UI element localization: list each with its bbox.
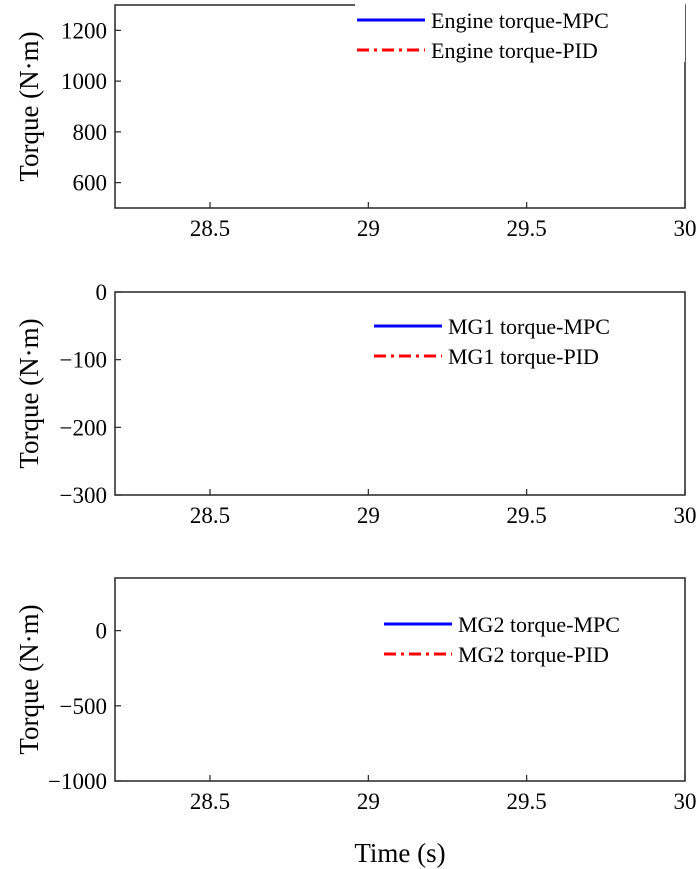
x-tick-label: 29	[357, 789, 380, 814]
legend-entry: MG1 torque-MPC	[448, 314, 610, 339]
legend-entry: Engine torque-MPC	[431, 8, 609, 33]
y-tick-label: 600	[73, 171, 108, 196]
x-tick-label: 29.5	[507, 216, 547, 241]
x-tick-label: 28.5	[190, 216, 230, 241]
y-tick-label: 800	[73, 120, 108, 145]
x-tick-label: 30	[674, 216, 697, 241]
legend: MG1 torque-MPC MG1 torque-PID	[372, 310, 684, 369]
y-tick-label: 1000	[61, 69, 107, 94]
legend: Engine torque-MPC Engine torque-PID	[355, 4, 685, 63]
y-tick-label: −1000	[48, 769, 107, 794]
x-tick-label: 29	[357, 503, 380, 528]
x-tick-label: 29	[357, 216, 380, 241]
legend-box	[355, 4, 685, 62]
x-tick-label: 29.5	[507, 503, 547, 528]
y-axis-label: Torque (N·m)	[14, 604, 44, 754]
subplot-3: 28.5 29 29.5 30 −1000 −500 0 Torque (N·m) Time (…	[14, 577, 697, 868]
x-tick-label: 29.5	[507, 789, 547, 814]
x-tick-label: 30	[674, 503, 697, 528]
x-tick-label: 30	[674, 789, 697, 814]
legend-entry: Engine torque-PID	[431, 38, 598, 63]
legend-box	[372, 310, 684, 368]
y-tick-label: 0	[96, 619, 108, 644]
x-axis-label: Time (s)	[354, 838, 445, 868]
y-tick-label: −200	[60, 415, 107, 440]
y-axis-label: Torque (N·m)	[14, 31, 44, 181]
y-tick-label: 0	[96, 280, 108, 305]
y-tick-label: −100	[60, 348, 107, 373]
legend-entry: MG1 torque-PID	[448, 344, 599, 369]
x-tick-label: 28.5	[190, 789, 230, 814]
legend-entry: MG2 torque-MPC	[458, 612, 620, 637]
y-tick-label: −500	[60, 694, 107, 719]
legend-box	[382, 608, 684, 666]
y-tick-label: 1200	[61, 18, 107, 43]
legend: MG2 torque-MPC MG2 torque-PID	[382, 608, 684, 667]
legend-entry: MG2 torque-PID	[458, 642, 609, 667]
x-tick-label: 28.5	[190, 503, 230, 528]
subplot-1: IIIIIIIVV28.52929.53060080010001200Torqu…	[14, 4, 697, 241]
y-tick-label: −300	[60, 483, 107, 508]
subplot-2: 28.5 29 29.5 30 −300 −200 −100 0 Torque (N·m) MG1…	[14, 280, 697, 528]
y-axis-label: Torque (N·m)	[14, 318, 44, 468]
